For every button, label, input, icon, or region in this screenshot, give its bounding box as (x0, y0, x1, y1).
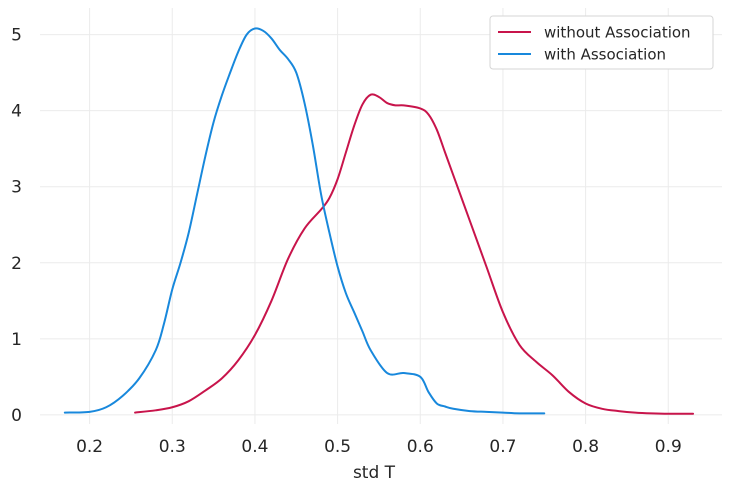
y-tick-label: 2 (11, 254, 22, 274)
x-tick-label: 0.8 (572, 437, 599, 457)
y-tick-label: 5 (11, 26, 22, 46)
legend: without Association with Association (489, 15, 714, 70)
x-tick-label: 0.4 (241, 437, 268, 457)
x-tick-label: 0.3 (159, 437, 186, 457)
series-line-with-association (63, 27, 546, 415)
grid (40, 8, 722, 424)
x-tick-label: 0.7 (489, 437, 516, 457)
x-tick-label: 0.6 (407, 437, 434, 457)
x-tick-labels: 0.2 0.3 0.4 0.5 0.6 0.7 0.8 0.9 (76, 437, 682, 457)
x-tick-label: 0.5 (324, 437, 351, 457)
series-layer (63, 27, 695, 415)
y-tick-label: 4 (11, 102, 22, 122)
series-line-without-association (134, 93, 695, 415)
y-tick-labels: 0 1 2 3 4 5 (11, 26, 22, 426)
x-tick-label: 0.9 (655, 437, 682, 457)
legend-label-with-association: with Association (544, 46, 666, 64)
legend-label-without-association: without Association (544, 24, 691, 42)
y-tick-label: 3 (11, 178, 22, 198)
y-tick-label: 1 (11, 330, 22, 350)
legend-box (489, 15, 714, 70)
y-tick-label: 0 (11, 406, 22, 426)
x-tick-label: 0.2 (76, 437, 103, 457)
x-axis-label: std T (353, 463, 396, 483)
